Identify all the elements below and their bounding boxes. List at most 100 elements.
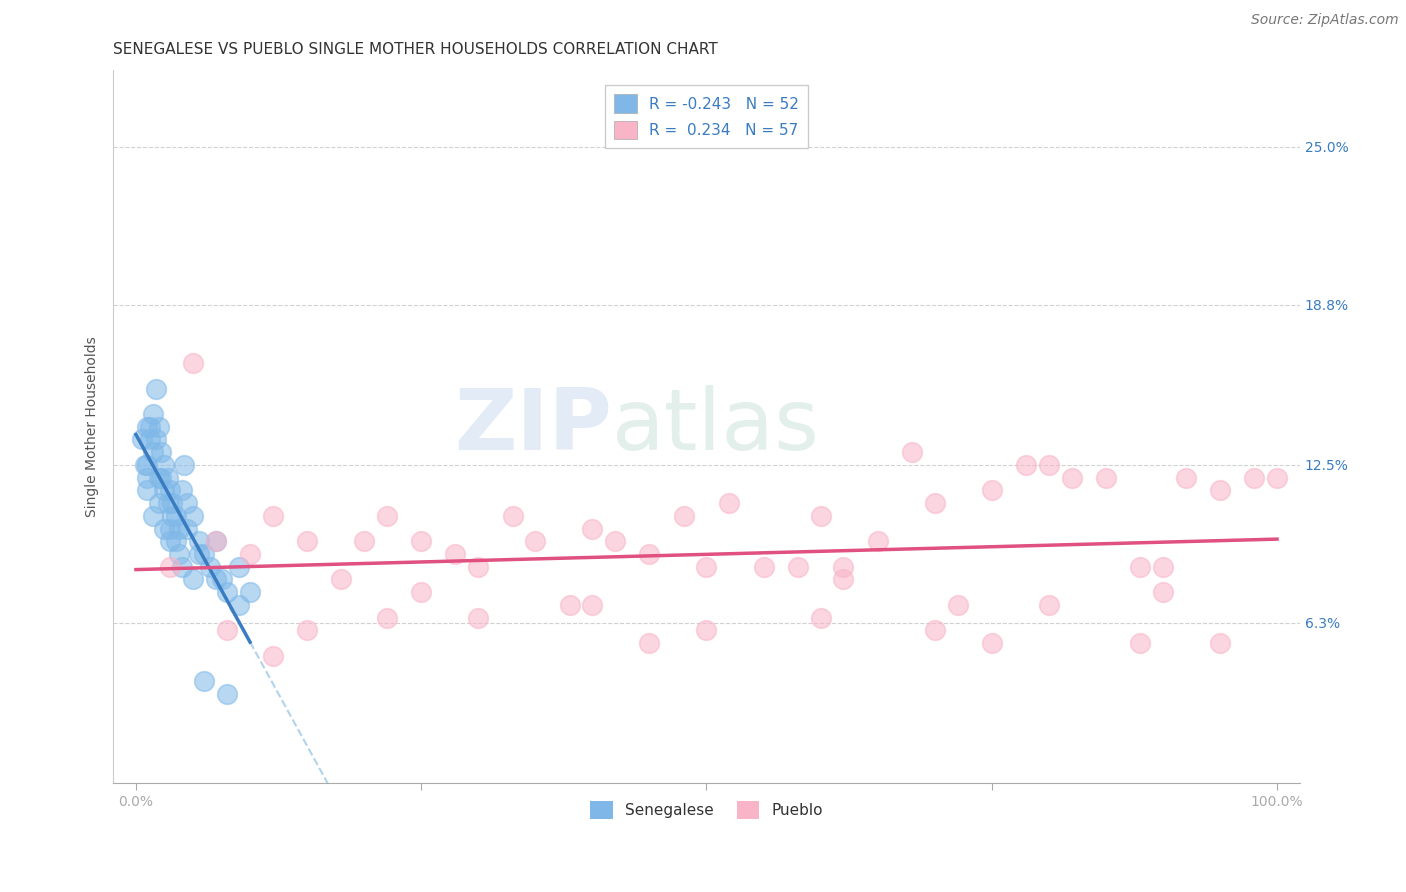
Point	[205, 534, 228, 549]
Point	[901, 445, 924, 459]
Point	[1209, 636, 1232, 650]
Point	[980, 483, 1002, 498]
Point	[162, 496, 184, 510]
Point	[330, 573, 353, 587]
Point	[924, 496, 946, 510]
Point	[1060, 470, 1083, 484]
Point	[467, 559, 489, 574]
Point	[411, 534, 433, 549]
Text: Source: ZipAtlas.com: Source: ZipAtlas.com	[1251, 13, 1399, 28]
Point	[1174, 470, 1197, 484]
Point	[150, 470, 173, 484]
Point	[193, 547, 215, 561]
Point	[786, 559, 808, 574]
Point	[145, 382, 167, 396]
Point	[142, 508, 165, 523]
Point	[295, 624, 318, 638]
Point	[605, 534, 627, 549]
Point	[159, 534, 181, 549]
Point	[165, 534, 187, 549]
Point	[810, 610, 832, 624]
Point	[239, 585, 262, 599]
Point	[581, 522, 603, 536]
Point	[353, 534, 375, 549]
Point	[142, 407, 165, 421]
Point	[211, 573, 233, 587]
Point	[217, 687, 239, 701]
Point	[181, 573, 204, 587]
Point	[217, 624, 239, 638]
Point	[148, 419, 170, 434]
Point	[467, 610, 489, 624]
Point	[502, 508, 524, 523]
Point	[153, 483, 176, 498]
Point	[262, 508, 284, 523]
Point	[832, 573, 855, 587]
Point	[131, 433, 153, 447]
Point	[444, 547, 467, 561]
Point	[810, 508, 832, 523]
Point	[718, 496, 741, 510]
Point	[1209, 483, 1232, 498]
Point	[638, 547, 661, 561]
Point	[946, 598, 969, 612]
Point	[1265, 470, 1288, 484]
Point	[1129, 559, 1152, 574]
Point	[169, 547, 191, 561]
Point	[136, 470, 159, 484]
Point	[159, 559, 181, 574]
Point	[150, 445, 173, 459]
Point	[136, 458, 159, 472]
Point	[156, 496, 179, 510]
Text: atlas: atlas	[612, 385, 820, 468]
Point	[695, 559, 717, 574]
Point	[138, 433, 160, 447]
Y-axis label: Single Mother Households: Single Mother Households	[86, 336, 100, 517]
Point	[159, 483, 181, 498]
Point	[198, 559, 221, 574]
Point	[672, 508, 695, 523]
Point	[375, 508, 398, 523]
Point	[138, 419, 160, 434]
Point	[156, 470, 179, 484]
Point	[638, 636, 661, 650]
Point	[153, 458, 176, 472]
Point	[176, 522, 198, 536]
Point	[134, 458, 156, 472]
Point	[187, 547, 209, 561]
Point	[866, 534, 889, 549]
Point	[136, 483, 159, 498]
Point	[1015, 458, 1038, 472]
Point	[153, 522, 176, 536]
Point	[176, 496, 198, 510]
Point	[145, 433, 167, 447]
Point	[239, 547, 262, 561]
Point	[1038, 598, 1060, 612]
Point	[148, 496, 170, 510]
Legend: Senegalese, Pueblo: Senegalese, Pueblo	[583, 795, 830, 825]
Point	[148, 470, 170, 484]
Point	[1095, 470, 1118, 484]
Point	[169, 522, 191, 536]
Point	[1243, 470, 1265, 484]
Point	[558, 598, 581, 612]
Point	[205, 534, 228, 549]
Point	[173, 458, 195, 472]
Point	[205, 573, 228, 587]
Point	[228, 598, 250, 612]
Point	[752, 559, 775, 574]
Point	[1038, 458, 1060, 472]
Point	[187, 534, 209, 549]
Text: ZIP: ZIP	[454, 385, 612, 468]
Point	[170, 559, 193, 574]
Point	[295, 534, 318, 549]
Point	[165, 508, 187, 523]
Point	[159, 522, 181, 536]
Point	[980, 636, 1002, 650]
Point	[1152, 585, 1174, 599]
Point	[193, 674, 215, 689]
Point	[375, 610, 398, 624]
Point	[262, 648, 284, 663]
Point	[170, 483, 193, 498]
Point	[832, 559, 855, 574]
